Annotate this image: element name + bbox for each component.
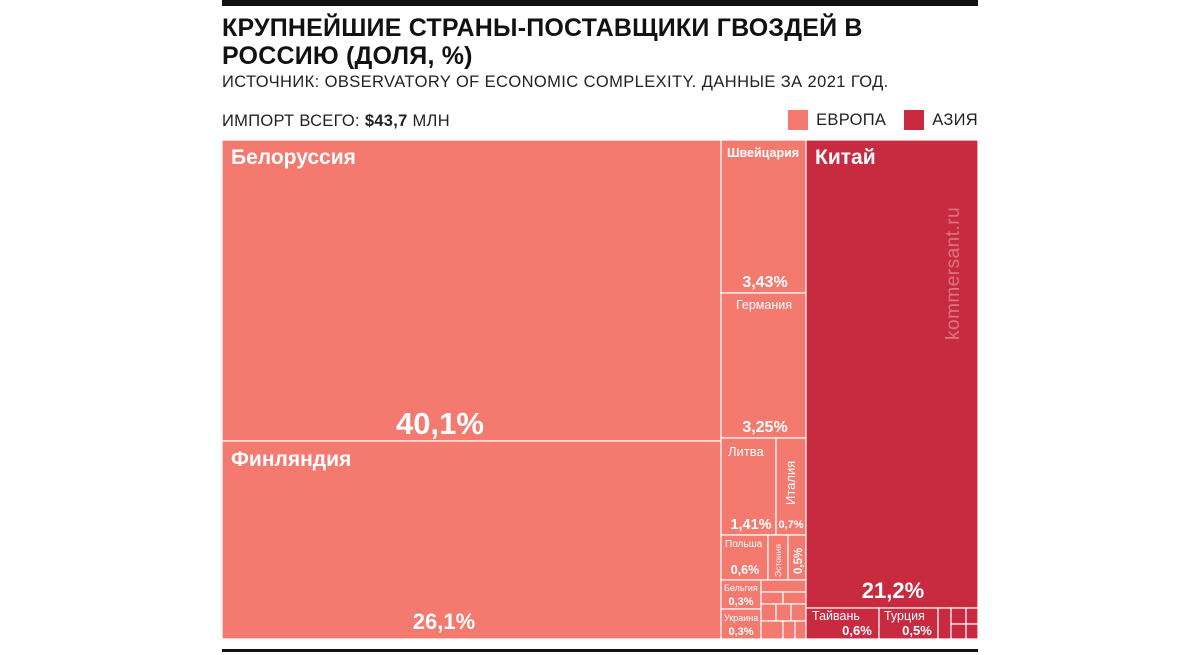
tile-name-poland: Польша (725, 539, 763, 550)
import-total-value: $43,7 (364, 112, 408, 130)
legend-label-asia: АЗИЯ (932, 110, 978, 129)
tile-германия (720, 292, 807, 439)
tile-value-germany: 3,25% (742, 419, 787, 436)
tile-value-belarus: 40,1% (396, 406, 484, 441)
tile-name-china: Китай (815, 146, 876, 169)
tile-europe-minor-1 (760, 579, 807, 593)
tile-литва (720, 437, 777, 536)
tile-name-belgium: Бельгия (724, 583, 758, 593)
tile-europe-minor-7 (760, 620, 784, 640)
tile-китай (805, 139, 979, 609)
import-total-unit: МЛН (412, 112, 450, 130)
legend: ЕВРОПА АЗИЯ (770, 110, 978, 130)
legend-item-asia: АЗИЯ (904, 110, 978, 130)
chart-subtitle: ИСТОЧНИК: OBSERVATORY OF ECONOMIC COMPLE… (222, 73, 889, 91)
tile-value-ukraine: 0,3% (728, 626, 753, 638)
tile-name-belarus: Белоруссия (231, 146, 356, 169)
import-total-label: ИМПОРТ ВСЕГО: (222, 112, 360, 130)
tile-value-estonia: 0,5% (793, 548, 805, 574)
tile-белоруссия (221, 139, 722, 442)
tile-asia-minor-2 (950, 607, 967, 625)
tile-name-taiwan: Тайвань (812, 609, 860, 623)
tile-asia-minor-1 (937, 607, 952, 640)
tile-name-lithuania: Литва (728, 444, 765, 459)
tile-name-germany: Германия (736, 298, 792, 312)
legend-swatch-asia (904, 110, 925, 130)
tile-europe-minor-2 (760, 591, 784, 605)
tile-europe-minor-4 (760, 603, 777, 622)
tile-asia-minor-4 (950, 623, 967, 640)
tile-value-italy: 0,7% (778, 519, 803, 531)
tile-value-belgium: 0,3% (728, 596, 753, 608)
tile-польша (720, 534, 769, 581)
tile-name-finland: Финляндия (231, 448, 351, 471)
tile-name-italy: Италия (783, 461, 798, 505)
tile-value-finland: 26,1% (413, 609, 475, 634)
tile-europe-minor-9 (794, 620, 807, 640)
tile-asia-minor-3 (965, 607, 979, 625)
tile-турция (878, 607, 939, 640)
legend-item-europe: ЕВРОПА (788, 110, 886, 130)
tile-name-turkey: Турция (884, 609, 925, 623)
tile-value-poland: 0,6% (731, 563, 760, 577)
tile-италия (775, 437, 807, 536)
tile-бельгия (720, 579, 762, 610)
tile-value-switzerland: 3,43% (742, 274, 787, 291)
tile-europe-minor-3 (782, 591, 807, 605)
tile-name-estonia: Эстония (773, 544, 783, 577)
tile-name-ukraine: Украина (724, 613, 758, 623)
tile-value-turkey: 0,5% (902, 623, 932, 638)
tile-value-lithuania: 1,41% (730, 517, 771, 533)
tile-украина (720, 608, 762, 640)
tile-europe-minor-5 (775, 603, 792, 622)
import-total: ИМПОРТ ВСЕГО: $43,7 МЛН (222, 112, 450, 131)
tile-asia-minor-5 (965, 623, 979, 640)
tile-value-china: 21,2% (862, 578, 924, 603)
tile-europe-minor-8 (782, 620, 796, 640)
legend-swatch-europe (788, 110, 809, 130)
tile-тайвань (805, 607, 880, 640)
legend-label-europe: ЕВРОПА (816, 110, 887, 129)
tile-финляндия (221, 440, 722, 640)
tile-value-taiwan: 0,6% (842, 623, 872, 638)
tile-name-switzerland: Швейцария (727, 146, 799, 160)
tile-europe-minor-6 (790, 603, 807, 622)
bottom-rule (222, 649, 978, 652)
watermark: kommersant.ru (943, 206, 964, 340)
chart-title: КРУПНЕЙШИЕ СТРАНЫ-ПОСТАВЩИКИ ГВОЗДЕЙ В Р… (222, 14, 863, 70)
top-rule (222, 0, 978, 6)
tile-швейцария (720, 139, 807, 294)
